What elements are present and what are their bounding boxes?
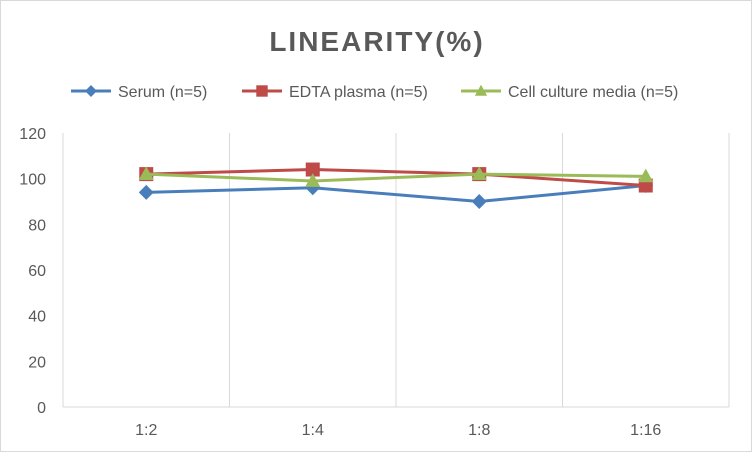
legend: Serum (n=5) EDTA plasma (n=5) Cell culture…	[71, 84, 678, 101]
data-point	[471, 194, 487, 209]
x-tick-label: 1:16	[630, 422, 661, 439]
legend-item: EDTA plasma (n=5)	[242, 84, 428, 101]
series-line	[146, 172, 646, 183]
data-point	[471, 166, 487, 180]
data-point	[138, 166, 154, 180]
y-tick-label: 120	[19, 126, 46, 143]
data-point	[638, 168, 654, 183]
x-tick-label: 1:8	[468, 422, 490, 439]
x-axis-ticks: 1:2 1:4 1:8 1:16	[135, 422, 661, 439]
series-1	[138, 178, 654, 209]
chart-title: LINEARITY(%)	[269, 26, 484, 57]
x-tick-label: 1:2	[135, 422, 157, 439]
data-point	[305, 173, 321, 187]
x-tick-label: 1:4	[302, 422, 324, 439]
y-tick-label: 40	[28, 309, 46, 326]
y-axis-ticks: 0 20 40 60 80 100 120	[19, 126, 46, 417]
legend-label: EDTA plasma (n=5)	[289, 84, 428, 101]
legend-marker	[256, 85, 268, 97]
legend-label: Serum (n=5)	[118, 84, 207, 101]
series-line	[146, 168, 646, 188]
legend-label: Cell culture media (n=5)	[508, 84, 678, 101]
y-tick-label: 20	[28, 354, 46, 371]
legend-marker	[474, 84, 488, 96]
series-3	[138, 166, 654, 187]
y-tick-label: 60	[28, 263, 46, 280]
legend-item: Cell culture media (n=5)	[461, 84, 678, 101]
y-tick-label: 80	[28, 217, 46, 234]
series-layer	[138, 162, 654, 209]
legend-marker	[85, 85, 97, 97]
series-line	[146, 184, 646, 203]
y-tick-label: 100	[19, 172, 46, 189]
y-tick-label: 0	[37, 400, 46, 417]
data-point	[138, 184, 154, 200]
legend-item: Serum (n=5)	[71, 84, 207, 101]
